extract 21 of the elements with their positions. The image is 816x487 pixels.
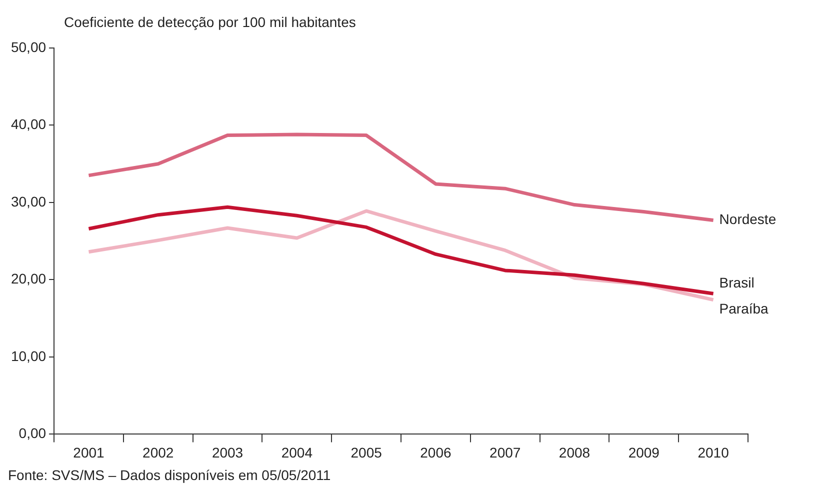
x-tick-label: 2006 [420, 444, 452, 460]
x-tick-label: 2010 [698, 444, 730, 460]
source-note: Fonte: SVS/MS – Dados disponíveis em 05/05/2011 [8, 466, 331, 483]
series-label: Paraíba [719, 300, 769, 317]
y-tick-label: 30,00 [10, 193, 46, 210]
y-axis-title: Coeficiente de detecção por 100 mil habitantes [64, 14, 356, 30]
y-tick-label: 10,00 [10, 348, 46, 364]
x-tick-label: 2003 [212, 444, 244, 460]
y-tick-label: 40,00 [10, 116, 46, 132]
y-tick-label: 50,00 [10, 38, 46, 55]
y-tick-label: 0,00 [18, 425, 46, 442]
x-tick-label: 2008 [558, 444, 590, 460]
x-tick-label: 2002 [142, 444, 174, 460]
x-tick-label: 2001 [73, 444, 105, 460]
x-tick-label: 2005 [350, 444, 382, 460]
x-tick-label: 2007 [490, 444, 521, 460]
series-label: Brasil [719, 274, 754, 291]
x-tick-label: 2004 [281, 444, 313, 460]
series-label: Nordeste [719, 211, 776, 228]
x-tick-label: 2009 [628, 444, 660, 460]
y-tick-label: 20,00 [10, 270, 46, 287]
